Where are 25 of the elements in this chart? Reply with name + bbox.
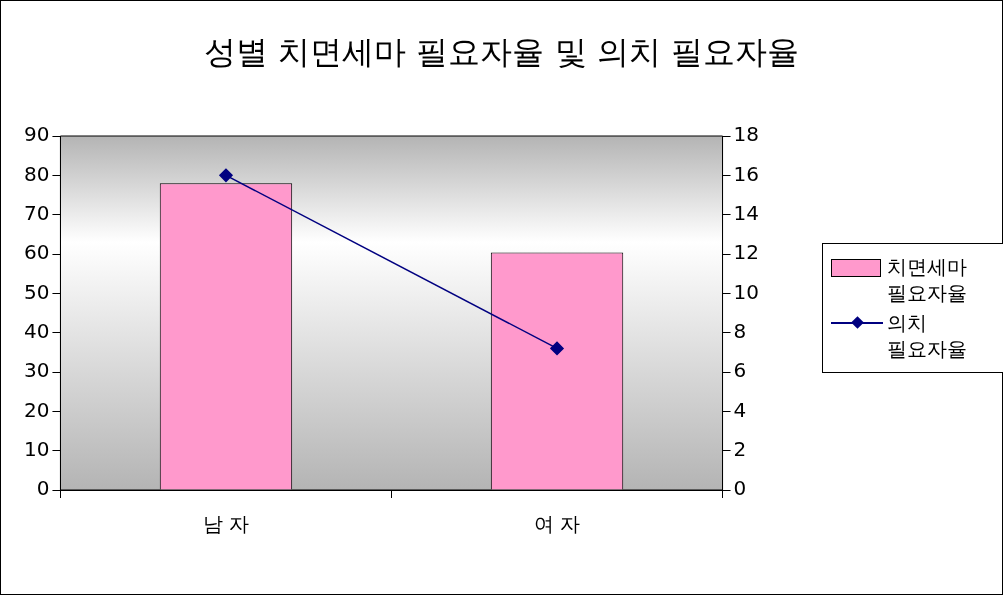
y-tick-label: 70 <box>24 200 50 225</box>
y2-tick-label: 8 <box>733 318 747 343</box>
y-tick-label: 50 <box>24 279 50 304</box>
y-tick-label: 10 <box>24 436 50 461</box>
y-tick-label: 0 <box>36 476 50 501</box>
chart-title: 성별 치면세마 필요자율 및 의치 필요자율 <box>203 32 800 73</box>
y2-tick-label: 16 <box>733 161 759 186</box>
y-tick-label: 90 <box>24 122 50 147</box>
y2-tick-label: 14 <box>733 200 759 225</box>
y2-tick-label: 2 <box>733 436 747 461</box>
y-tick-label: 20 <box>24 397 50 422</box>
x-tick-label: 여 자 <box>533 512 581 537</box>
text: 치면세마 필요자율 <box>887 254 967 306</box>
y-tick-label: 40 <box>24 318 50 343</box>
legend-label: 의치 필요자율 <box>887 310 967 362</box>
y2-tick-label: 4 <box>733 397 747 422</box>
y-tick-label: 30 <box>24 358 50 383</box>
y2-tick-label: 12 <box>733 240 759 265</box>
y2-tick-label: 6 <box>733 358 747 383</box>
x-tick-label: 남 자 <box>202 512 250 537</box>
y2-tick-label: 10 <box>733 279 759 304</box>
y-tick-label: 80 <box>24 161 50 186</box>
y-tick-label: 60 <box>24 240 50 265</box>
y2-tick-label: 0 <box>733 476 747 501</box>
y2-tick-label: 18 <box>733 122 759 147</box>
